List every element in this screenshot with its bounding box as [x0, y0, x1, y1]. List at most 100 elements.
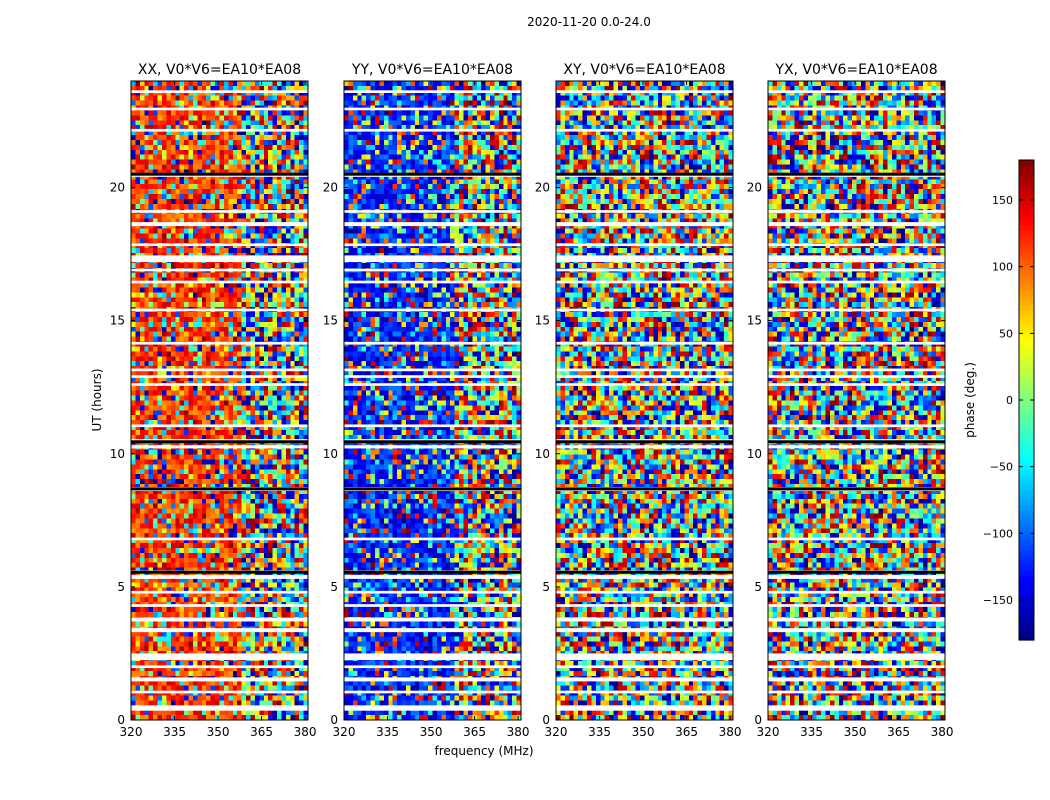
gap-line	[131, 487, 308, 491]
colorbar-segment	[1019, 270, 1034, 276]
x-tick-label: 350	[632, 725, 655, 739]
colorbar-segment	[1019, 585, 1034, 591]
colorbar-segment	[1019, 360, 1034, 366]
colorbar-segment	[1019, 410, 1034, 416]
flagged-band	[556, 424, 733, 428]
flagged-band	[131, 128, 308, 132]
flagged-band	[131, 604, 308, 607]
flagged-band	[556, 690, 733, 694]
gap-line	[131, 570, 308, 574]
flagged-band	[768, 705, 945, 711]
flagged-band	[344, 255, 521, 263]
colorbar-segment	[1019, 260, 1034, 266]
y-tick-label: 0	[117, 713, 125, 727]
flagged-band	[131, 590, 308, 594]
colorbar-segment	[1019, 265, 1034, 271]
colorbar-segment	[1019, 480, 1034, 486]
colorbar-segment	[1019, 635, 1034, 641]
flagged-band	[556, 210, 733, 213]
colorbar-segment	[1019, 205, 1034, 211]
y-tick-label: 15	[747, 314, 762, 328]
flagged-band	[344, 705, 521, 711]
y-tick-label: 15	[323, 314, 338, 328]
flagged-band	[344, 653, 521, 661]
flagged-band	[131, 243, 308, 247]
colorbar-segment	[1019, 605, 1034, 611]
panel-title: XY, V0*V6=EA10*EA08	[563, 62, 725, 78]
colorbar-segment	[1019, 300, 1034, 306]
colorbar-segment	[1019, 525, 1034, 531]
x-tick-label: 320	[545, 725, 568, 739]
flagged-band	[768, 255, 945, 263]
colorbar-segment	[1019, 440, 1034, 446]
flagged-band	[344, 574, 521, 579]
gap-line	[344, 487, 521, 491]
flagged-band	[556, 590, 733, 594]
colorbar-segment	[1019, 290, 1034, 296]
flagged-band	[556, 268, 733, 272]
flagged-band	[768, 375, 945, 378]
colorbar-tick-label: 100	[992, 261, 1013, 274]
gap-line	[768, 172, 945, 176]
colorbar-segment	[1019, 495, 1034, 501]
colorbar-segment	[1019, 535, 1034, 541]
flagged-band	[344, 280, 521, 284]
flagged-band	[768, 222, 945, 227]
flagged-band	[131, 705, 308, 711]
colorbar-segment	[1019, 235, 1034, 241]
y-tick-label: 10	[747, 447, 762, 461]
flagged-band	[556, 368, 733, 372]
panel-heatmap-image	[768, 81, 945, 720]
colorbar-segment	[1019, 330, 1034, 336]
colorbar-segment	[1019, 275, 1034, 281]
flagged-band	[768, 341, 945, 345]
flagged-band	[344, 424, 521, 428]
colorbar-segment	[1019, 610, 1034, 616]
colorbar-label: phase (deg.)	[963, 362, 977, 438]
colorbar-segment	[1019, 505, 1034, 511]
colorbar-segment	[1019, 385, 1034, 391]
y-axis-label: UT (hours)	[90, 368, 104, 431]
y-tick-label: 0	[542, 713, 550, 727]
colorbar-segment	[1019, 485, 1034, 491]
flagged-band	[344, 268, 521, 272]
x-tick-label: 350	[844, 725, 867, 739]
flagged-band	[556, 617, 733, 622]
colorbar-segment	[1019, 435, 1034, 441]
flagged-band	[344, 677, 521, 682]
gap-line	[131, 172, 308, 176]
flagged-band	[344, 590, 521, 594]
colorbar-segment	[1019, 315, 1034, 321]
flagged-band	[131, 375, 308, 378]
flagged-band	[768, 268, 945, 272]
flagged-band	[131, 617, 308, 622]
gap-line	[131, 440, 308, 444]
flagged-band	[556, 574, 733, 579]
colorbar-segment	[1019, 245, 1034, 251]
gap-line	[556, 570, 733, 574]
y-tick-label: 20	[747, 181, 762, 195]
panel-title: XX, V0*V6=EA10*EA08	[138, 62, 301, 78]
panel-3: XY, V0*V6=EA10*EA08 320 335 350 365 380 0 5 10 15…	[535, 62, 742, 739]
flagged-band	[768, 604, 945, 607]
panel-title: YY, V0*V6=EA10*EA08	[351, 62, 513, 78]
colorbar-segment	[1019, 555, 1034, 561]
x-tick-label: 335	[163, 725, 186, 739]
flagged-band	[131, 255, 308, 263]
flagged-band	[556, 107, 733, 111]
flagged-band	[131, 90, 308, 93]
gap-line	[556, 172, 733, 176]
flagged-band	[344, 383, 521, 386]
colorbar-segment	[1019, 450, 1034, 456]
gap-line	[768, 487, 945, 491]
colorbar-segment	[1019, 475, 1034, 481]
flagged-band	[556, 90, 733, 93]
colorbar-segment	[1019, 350, 1034, 356]
colorbar-segment	[1019, 340, 1034, 346]
y-tick-label: 5	[754, 580, 762, 594]
colorbar-segment	[1019, 230, 1034, 236]
flagged-band	[556, 375, 733, 378]
panel-frame	[555, 80, 734, 721]
colorbar-segment	[1019, 375, 1034, 381]
flagged-band	[131, 308, 308, 312]
